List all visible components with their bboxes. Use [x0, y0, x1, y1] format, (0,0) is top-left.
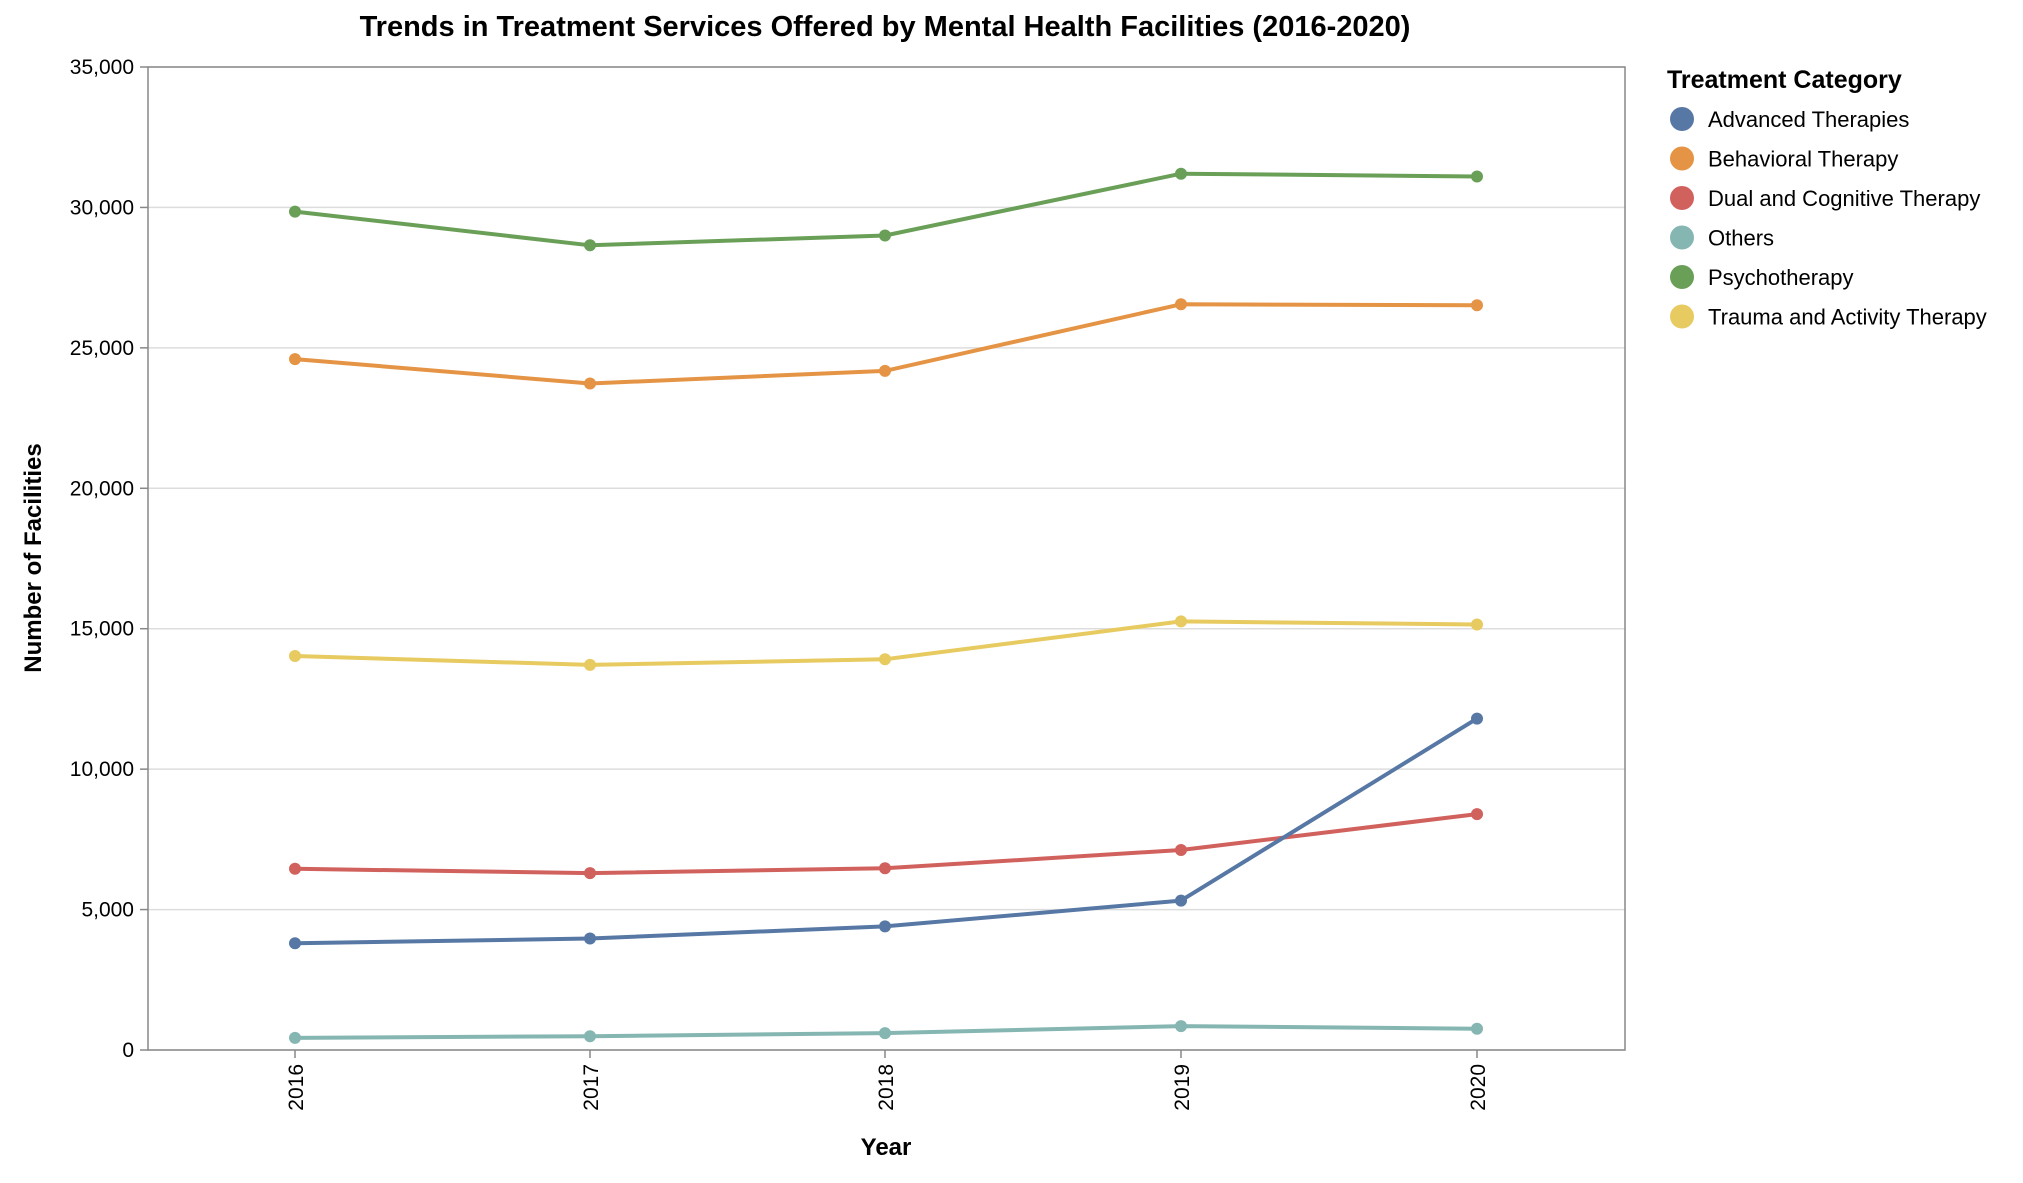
legend-swatch: [1670, 107, 1694, 131]
data-point-others[interactable]: [584, 1030, 596, 1043]
x-tick-label: 2019: [1171, 1064, 1194, 1111]
data-point-behavioral-therapy[interactable]: [879, 364, 891, 377]
data-point-dual-and-cognitive-therapy[interactable]: [584, 867, 596, 880]
y-tick-label: 5,000: [81, 899, 134, 922]
data-point-behavioral-therapy[interactable]: [1471, 299, 1483, 312]
data-point-behavioral-therapy[interactable]: [289, 353, 301, 366]
legend-swatch: [1670, 265, 1694, 289]
data-point-psychotherapy[interactable]: [1471, 170, 1483, 183]
legend-item-others[interactable]: Others: [1670, 225, 1774, 251]
y-tick-label: 15,000: [70, 618, 134, 641]
data-point-dual-and-cognitive-therapy[interactable]: [1175, 844, 1187, 856]
y-axis: 0 5,000 10,000 15,000 20,000 25,000 30,000 35,0…: [70, 56, 148, 1062]
legend-label: Psychotherapy: [1708, 265, 1854, 290]
y-tick-label: 10,000: [70, 758, 134, 781]
gridlines: [148, 66, 1625, 1051]
x-axis-title: Year: [861, 1134, 912, 1161]
data-point-others[interactable]: [289, 1031, 301, 1044]
legend-label: Advanced Therapies: [1708, 107, 1909, 132]
data-point-dual-and-cognitive-therapy[interactable]: [1471, 808, 1483, 821]
data-point-psychotherapy[interactable]: [879, 229, 891, 242]
axes: [147, 66, 1626, 1051]
legend-title: Treatment Category: [1667, 66, 1902, 94]
data-point-psychotherapy[interactable]: [584, 239, 596, 252]
data-point-others[interactable]: [1471, 1022, 1483, 1035]
legend-label: Dual and Cognitive Therapy: [1708, 186, 1980, 211]
data-point-others[interactable]: [1175, 1020, 1187, 1033]
y-axis-title: Number of Facilities: [20, 443, 47, 672]
plot-frame: [147, 66, 1626, 1051]
legend-item-behavioral-therapy[interactable]: Behavioral Therapy: [1670, 146, 1898, 172]
chart-title: Trends in Treatment Services Offered by …: [360, 11, 1411, 43]
y-tick-label: 35,000: [70, 56, 134, 79]
data-point-advanced-therapies[interactable]: [1471, 712, 1483, 725]
x-axis: 2016 2017 2018 2019 2020: [285, 1050, 1490, 1111]
series-behavioral-therapy: [289, 298, 1483, 390]
data-point-trauma-and-activity-therapy[interactable]: [289, 650, 301, 662]
legend-item-psychotherapy[interactable]: Psychotherapy: [1670, 265, 1854, 290]
legend-swatch: [1670, 146, 1694, 171]
y-tick-label: 30,000: [70, 196, 134, 219]
data-point-trauma-and-activity-therapy[interactable]: [584, 658, 596, 671]
legend: Treatment Category Advanced Therapies Beh…: [1667, 66, 1987, 330]
series-dual-and-cognitive-therapy: [289, 808, 1483, 880]
x-tick-label: 2017: [580, 1064, 603, 1111]
series: [289, 167, 1483, 1044]
legend-swatch: [1670, 304, 1694, 329]
legend-item-trauma-and-activity-therapy[interactable]: Trauma and Activity Therapy: [1670, 304, 1987, 330]
legend-item-dual-and-cognitive-therapy[interactable]: Dual and Cognitive Therapy: [1670, 186, 1980, 211]
legend-label: Trauma and Activity Therapy: [1708, 305, 1987, 330]
data-point-dual-and-cognitive-therapy[interactable]: [289, 862, 301, 875]
y-tick-label: 0: [122, 1039, 134, 1062]
y-tick-label: 25,000: [70, 337, 134, 360]
data-point-trauma-and-activity-therapy[interactable]: [1471, 618, 1483, 631]
series-advanced-therapies: [289, 712, 1483, 950]
x-tick-label: 2016: [285, 1064, 308, 1111]
legend-swatch: [1670, 225, 1694, 250]
legend-swatch: [1670, 186, 1694, 210]
data-point-advanced-therapies[interactable]: [1175, 894, 1187, 907]
data-point-psychotherapy[interactable]: [1175, 167, 1187, 180]
data-point-others[interactable]: [879, 1027, 891, 1040]
x-tick-label: 2018: [875, 1064, 898, 1111]
y-tick-label: 20,000: [70, 477, 134, 500]
x-tick-label: 2020: [1467, 1064, 1490, 1111]
data-point-psychotherapy[interactable]: [289, 205, 301, 218]
data-point-advanced-therapies[interactable]: [289, 937, 301, 950]
data-point-behavioral-therapy[interactable]: [584, 377, 596, 390]
series-others: [289, 1020, 1483, 1044]
data-point-behavioral-therapy[interactable]: [1175, 298, 1187, 311]
series-trauma-and-activity-therapy: [289, 615, 1483, 671]
data-point-advanced-therapies[interactable]: [584, 932, 596, 945]
data-point-trauma-and-activity-therapy[interactable]: [879, 653, 891, 666]
legend-label: Behavioral Therapy: [1708, 147, 1898, 172]
legend-label: Others: [1708, 226, 1774, 251]
data-point-dual-and-cognitive-therapy[interactable]: [879, 862, 891, 875]
legend-item-advanced-therapies[interactable]: Advanced Therapies: [1670, 107, 1909, 132]
data-point-advanced-therapies[interactable]: [879, 920, 891, 933]
series-psychotherapy: [289, 167, 1483, 252]
data-point-trauma-and-activity-therapy[interactable]: [1175, 615, 1187, 628]
